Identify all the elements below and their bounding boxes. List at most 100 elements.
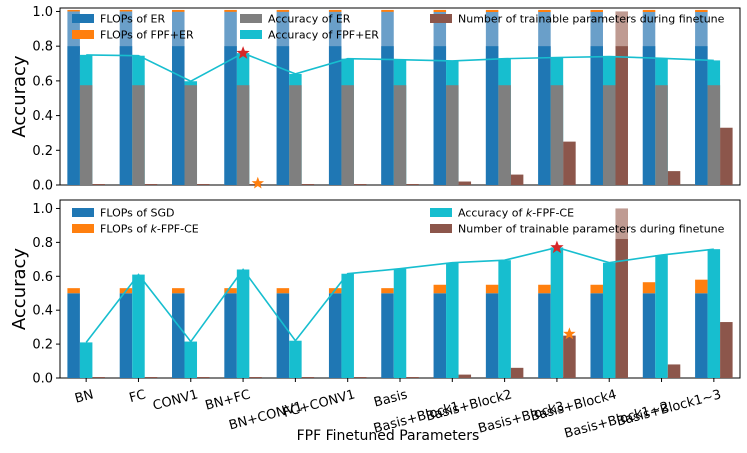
legend-accuracy-er: Accuracy of ER <box>268 13 351 26</box>
bar-trainable-params <box>197 184 210 185</box>
bottom-ytick-label: 0.0 <box>32 372 53 387</box>
best-accuracy-star <box>550 240 564 254</box>
bar-trainable-params <box>563 141 576 185</box>
bar-flops-kfpf-ce <box>224 288 237 294</box>
bar-flops-fpf-er <box>119 9 133 12</box>
bar-trainable-params <box>510 174 524 185</box>
bar-trainable-params <box>353 377 367 378</box>
bottom-ytick-label: 0.8 <box>32 236 53 251</box>
bottom-ytick-label: 0.6 <box>32 270 53 285</box>
bar-trainable-params <box>406 184 419 185</box>
legend-accuracy-er-swatch <box>240 14 262 23</box>
top-panel: 0.0 0.2 0.4 0.6 0.8 1.0 Accuracy FLOPs of ER FLO… <box>9 5 741 194</box>
bar-flops-er-inner <box>590 46 603 186</box>
bar-flops-sgd <box>538 293 551 378</box>
line-accuracy-fpf-er <box>86 52 714 83</box>
bar-trainable-params <box>92 184 105 185</box>
bar-flops-er-inner <box>485 46 499 186</box>
bar-accuracy-kfpf-ce <box>602 262 616 378</box>
bar-flops-fpf-er <box>642 9 656 13</box>
bar-trainable-params <box>301 184 315 185</box>
bar-flops-fpf-er <box>538 9 551 13</box>
legend-flops-kfpf-ce: FLOPs of k-FPF-CE <box>100 223 199 236</box>
bar-flops-sgd <box>224 293 237 378</box>
xtick-label: BN <box>73 387 95 406</box>
bar-flops-sgd <box>590 293 603 378</box>
bar-flops-sgd <box>119 293 133 378</box>
bar-accuracy-er <box>132 85 145 185</box>
bar-accuracy-er <box>498 85 511 185</box>
top-ytick-label: 1.0 <box>32 5 53 20</box>
bar-trainable-params <box>720 322 733 378</box>
bar-flops-fpf-er <box>381 9 394 12</box>
bar-flops-sgd <box>485 293 499 378</box>
bar-accuracy-kfpf-ce <box>236 269 250 378</box>
bar-accuracy-er <box>602 85 616 185</box>
bar-flops-er-inner <box>67 46 80 186</box>
bar-flops-sgd <box>642 293 656 378</box>
bar-accuracy-kfpf-ce <box>498 260 511 378</box>
bar-accuracy-er <box>184 85 198 185</box>
legend-flops-fpf-er: FLOPs of FPF+ER <box>100 29 194 42</box>
legend-flops-sgd: FLOPs of SGD <box>100 207 174 220</box>
legend-trainable-params: Number of trainable parameters during fi… <box>458 13 725 26</box>
bar-flops-kfpf-ce <box>695 279 708 294</box>
min-flops-star <box>251 176 264 189</box>
bar-accuracy-er <box>236 85 250 185</box>
bar-accuracy-kfpf-ce <box>289 340 302 378</box>
bar-accuracy-er <box>289 85 302 185</box>
bar-flops-fpf-er <box>590 9 603 13</box>
bar-accuracy-er <box>341 85 354 185</box>
bar-trainable-params <box>301 377 315 378</box>
bar-flops-fpf-er <box>695 9 708 13</box>
bar-accuracy-kfpf-ce <box>132 274 145 378</box>
bar-flops-kfpf-ce <box>642 282 656 294</box>
bar-flops-fpf-er <box>276 9 290 12</box>
bar-flops-fpf-er <box>485 9 499 13</box>
bar-flops-sgd <box>67 293 80 378</box>
bar-trainable-params-top <box>615 208 628 239</box>
bar-trainable-params <box>510 367 524 378</box>
bar-flops-er-inner <box>433 46 447 186</box>
bar-accuracy-kfpf-ce <box>184 341 198 378</box>
legend-accuracy-fpf-er: Accuracy of FPF+ER <box>268 29 379 42</box>
legend-accuracy-kfpf-ce-swatch <box>430 208 452 217</box>
bar-flops-fpf-er <box>172 9 185 12</box>
xtick-label: BN+FC <box>204 387 252 413</box>
bar-accuracy-er <box>79 85 93 185</box>
legend-trainable-params: Number of trainable parameters during fi… <box>458 223 725 236</box>
bar-trainable-params <box>249 377 262 378</box>
bar-trainable-params <box>197 377 210 378</box>
bottom-y-axis-label: Accuracy <box>9 248 30 331</box>
bar-flops-fpf-er <box>224 9 237 12</box>
bar-accuracy-kfpf-ce <box>707 249 721 378</box>
bar-flops-er-inner <box>119 46 133 186</box>
line-accuracy-kfpf-ce <box>85 246 714 343</box>
xtick-label: CONV1 <box>151 387 200 413</box>
bar-flops-er-inner <box>642 46 656 186</box>
bar-flops-er-inner <box>538 46 551 186</box>
bar-flops-kfpf-ce <box>538 284 551 294</box>
bar-flops-sgd <box>276 293 290 378</box>
bar-trainable-params <box>615 208 628 378</box>
bottom-ytick-label: 0.4 <box>32 304 53 319</box>
bar-flops-fpf-er <box>433 9 447 13</box>
top-y-axis-label: Accuracy <box>9 55 30 138</box>
legend-flops-fpf-er-swatch <box>72 30 94 39</box>
bar-flops-kfpf-ce <box>485 284 499 294</box>
bar-trainable-params <box>406 377 419 378</box>
legend-trainable-params-swatch <box>430 14 452 23</box>
bar-flops-kfpf-ce <box>172 288 185 294</box>
bar-accuracy-kfpf-ce <box>655 255 668 378</box>
bar-flops-er-inner <box>224 46 237 186</box>
legend-accuracy-fpf-er-swatch <box>240 30 262 39</box>
bar-trainable-params <box>458 181 472 185</box>
bar-trainable-params <box>144 377 158 378</box>
bar-flops-sgd <box>328 293 342 378</box>
legend-flops-kfpf-ce-swatch <box>72 224 94 233</box>
bar-flops-er-inner <box>695 46 708 186</box>
bar-flops-sgd <box>695 293 708 378</box>
bottom-ytick-label: 1.0 <box>32 202 53 217</box>
